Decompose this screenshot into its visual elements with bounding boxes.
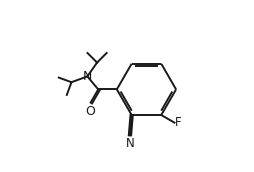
Text: F: F bbox=[175, 116, 182, 129]
Text: N: N bbox=[83, 70, 92, 83]
Text: O: O bbox=[86, 105, 96, 118]
Text: N: N bbox=[125, 137, 134, 150]
